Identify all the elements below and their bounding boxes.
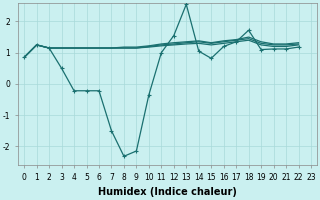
X-axis label: Humidex (Indice chaleur): Humidex (Indice chaleur) <box>98 187 237 197</box>
